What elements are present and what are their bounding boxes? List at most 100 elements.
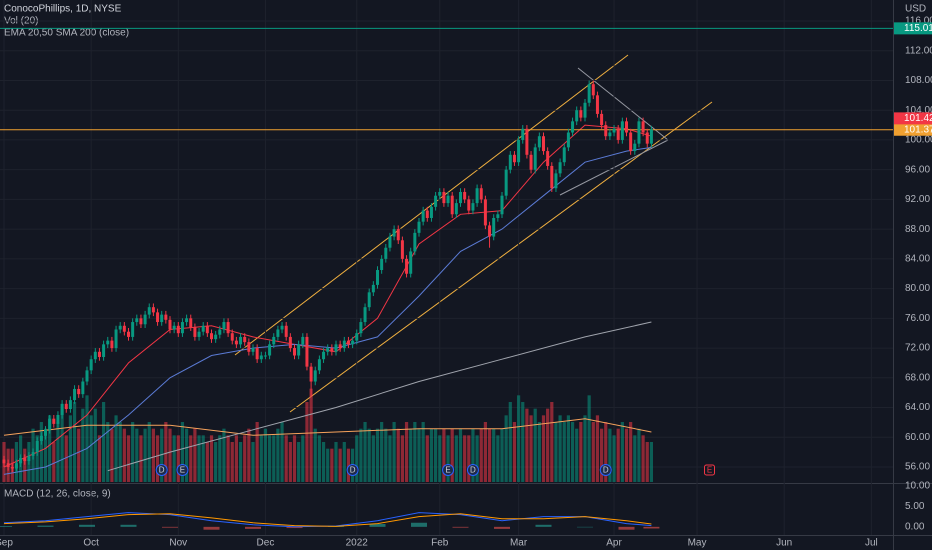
candle-body [371,284,375,293]
candle-body [326,348,330,352]
candle-body [587,84,591,103]
candle-body [446,195,450,204]
volume-bar [541,415,546,482]
candle-body [492,217,496,237]
macd-title: MACD (12, 26, close, 9) [4,489,111,500]
volume-bar [301,435,305,482]
candle-body [542,136,545,152]
macd-histogram [411,522,427,527]
volume-bar [288,442,292,482]
candle-body [517,139,521,163]
y-tick-label: 96.00 [905,164,930,175]
candle-body [230,333,234,341]
candle-body [222,322,226,330]
candle-body [313,370,317,382]
volume-bar [346,448,351,482]
volume-bar [359,428,363,482]
volume-bar [624,428,629,482]
candle-body [73,388,77,401]
candle-body [367,292,371,308]
candle-body [31,452,35,456]
volume-bar [604,422,608,482]
volume-bar [126,435,131,482]
candle-body [479,188,483,200]
candle-body [259,355,263,360]
event-label: E [180,466,185,475]
candle-body [409,251,413,274]
candle-body [189,318,193,328]
volume-bar [43,428,48,482]
last-price-badge [894,112,932,125]
volume-bar [504,415,508,482]
candle-body [488,225,492,237]
volume-bar [471,428,475,482]
candle-body [52,418,56,424]
volume-bar [93,408,97,482]
volume-bar [496,435,500,482]
volume-bar [649,442,653,482]
volume-bar [60,408,64,482]
volume-bar [641,435,645,482]
volume-bar [317,435,321,482]
macd-histogram [369,523,386,527]
candle-body [413,232,417,252]
y-tick-label: 88.00 [905,224,930,235]
y-tick-label: 100.00 [905,135,932,146]
macd-histogram [286,526,303,529]
volume-bar [363,422,367,482]
volume-bar [629,422,633,482]
volume-bar [562,422,566,482]
volume-bar [110,428,114,482]
volume-bar [263,428,268,482]
candle-body [595,95,599,114]
volume-bar [512,422,517,482]
candle-body [114,329,118,349]
volume-bar [521,402,525,482]
y-tick-label: 60.00 [905,432,930,443]
volume-bar [558,415,562,482]
x-tick-label: May [688,538,707,549]
candle-body [438,191,442,196]
volume-bar [429,428,434,482]
volume-bar [168,428,172,482]
candle-body [81,381,85,395]
candle-body [342,340,346,349]
candle-body [309,366,313,382]
currency: USD [905,4,926,15]
last-price-label: 101.42 [904,113,932,124]
y-tick-label: 76.00 [905,313,930,324]
candle-body [218,329,222,335]
volume-bar [214,442,218,482]
volume-bar [525,408,529,482]
volume-bar [421,422,425,482]
volume-bar [529,415,533,482]
candle-body [156,312,160,323]
candle-body [143,314,147,325]
candle-body [571,121,575,133]
volume-bar [500,428,504,482]
event-label: D [159,466,165,475]
volume-bar [305,402,309,482]
y-tick-label: 80.00 [905,283,930,294]
volume-bar [176,435,180,482]
candle-body [317,359,321,371]
volume-bar [616,428,620,482]
y-tick-label: 104.00 [905,105,932,116]
volume-bar [272,435,276,482]
volume-bar [147,422,151,482]
candle-body [305,336,309,367]
volume-bar [164,422,168,482]
candle-body [508,154,512,170]
candle-body [89,359,93,371]
candle-body [147,307,151,315]
candle-body [322,351,326,360]
candle-body [566,132,570,148]
candle-body [106,340,110,345]
volume-bar [450,428,454,482]
volume-bar [230,442,234,482]
candle-body [396,229,400,241]
candle-body [77,388,81,395]
volume-bar [234,435,238,482]
candle-body [637,121,641,144]
